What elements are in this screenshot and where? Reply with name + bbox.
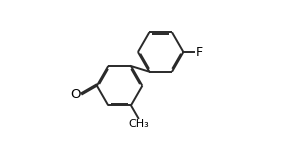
Text: F: F: [195, 45, 202, 58]
Text: CH₃: CH₃: [128, 119, 149, 129]
Text: O: O: [70, 88, 81, 101]
